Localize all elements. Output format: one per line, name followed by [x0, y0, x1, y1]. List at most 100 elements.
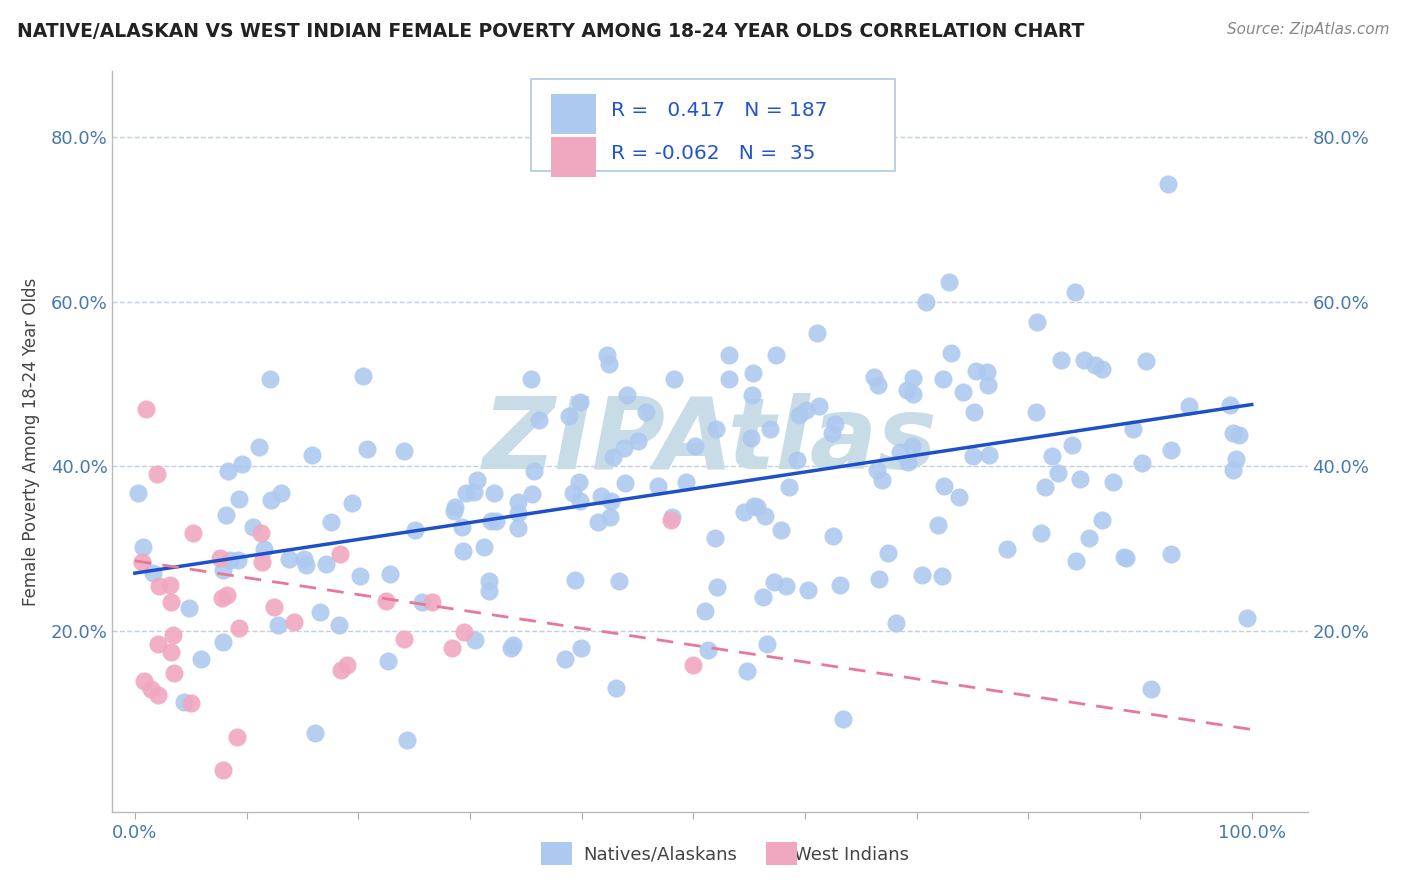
Point [404, 523, 426, 537]
Point [160, 595, 183, 609]
Point [440, 641, 463, 656]
Point [263, 599, 285, 614]
Point [356, 442, 378, 457]
Point [523, 463, 546, 477]
Point [180, 696, 202, 710]
Point [159, 578, 181, 592]
Point [586, 515, 609, 529]
Point [349, 569, 371, 583]
Text: R = -0.062   N =  35: R = -0.062 N = 35 [610, 144, 815, 163]
Point [1135, 354, 1157, 368]
Point [561, 486, 583, 500]
Point [742, 499, 765, 513]
Point [564, 573, 586, 587]
Point [132, 673, 155, 688]
FancyBboxPatch shape [551, 136, 596, 178]
Point [872, 474, 894, 488]
Text: NATIVE/ALASKAN VS WEST INDIAN FEMALE POVERTY AMONG 18-24 YEAR OLDS CORRELATION C: NATIVE/ALASKAN VS WEST INDIAN FEMALE POV… [17, 22, 1084, 41]
FancyBboxPatch shape [551, 94, 596, 135]
Point [941, 346, 963, 360]
Point [162, 628, 184, 642]
Point [752, 590, 775, 604]
Point [741, 388, 763, 402]
Point [1225, 451, 1247, 466]
Point [778, 480, 800, 494]
Point [808, 399, 831, 413]
Point [977, 378, 1000, 392]
Point [765, 348, 787, 362]
Point [911, 567, 934, 582]
Point [659, 513, 682, 527]
Point [661, 510, 683, 524]
Point [613, 442, 636, 456]
Point [717, 348, 740, 362]
Point [183, 525, 205, 540]
Point [211, 591, 233, 606]
Point [420, 595, 443, 609]
Text: Source: ZipAtlas.com: Source: ZipAtlas.com [1226, 22, 1389, 37]
Point [228, 491, 250, 506]
Point [627, 434, 650, 449]
Point [231, 457, 253, 471]
Point [613, 475, 636, 490]
Point [704, 531, 727, 545]
Point [259, 371, 281, 385]
Point [146, 467, 169, 482]
Point [741, 366, 763, 380]
Point [173, 695, 195, 709]
Point [763, 575, 786, 590]
Point [472, 540, 495, 554]
Point [1031, 526, 1053, 541]
Point [901, 371, 924, 385]
Point [392, 443, 415, 458]
Point [247, 440, 270, 454]
Point [319, 515, 342, 529]
Point [1160, 442, 1182, 457]
Point [142, 566, 165, 581]
Point [1219, 398, 1241, 412]
Point [1160, 547, 1182, 561]
Point [1025, 405, 1047, 419]
Point [228, 621, 250, 635]
Point [1064, 285, 1087, 300]
Point [647, 479, 669, 493]
Point [1222, 426, 1244, 441]
Point [775, 579, 797, 593]
Point [1046, 466, 1069, 480]
Point [554, 652, 576, 666]
Point [896, 383, 918, 397]
Point [304, 726, 326, 740]
Point [797, 583, 820, 598]
Text: R =   0.417   N = 187: R = 0.417 N = 187 [610, 101, 827, 120]
Point [932, 372, 955, 386]
Point [740, 431, 762, 445]
Point [931, 569, 953, 583]
Point [411, 594, 433, 608]
Point [675, 475, 697, 490]
Point [932, 479, 955, 493]
Point [693, 604, 716, 618]
Point [596, 348, 619, 362]
Point [965, 363, 987, 377]
Point [1222, 463, 1244, 477]
Point [607, 574, 630, 588]
Point [301, 448, 323, 462]
Point [568, 395, 591, 409]
Point [717, 372, 740, 386]
Point [508, 507, 530, 521]
FancyBboxPatch shape [531, 78, 896, 171]
Point [1040, 449, 1063, 463]
Point [329, 664, 352, 678]
Point [569, 493, 592, 508]
Point [270, 485, 292, 500]
Point [292, 551, 315, 566]
Point [569, 641, 592, 656]
Point [1101, 475, 1123, 489]
Point [267, 618, 290, 632]
Point [938, 276, 960, 290]
Point [754, 508, 776, 523]
Y-axis label: Female Poverty Among 18-24 Year Olds: Female Poverty Among 18-24 Year Olds [21, 277, 39, 606]
Point [190, 652, 212, 666]
Point [522, 487, 544, 501]
Point [392, 632, 415, 646]
